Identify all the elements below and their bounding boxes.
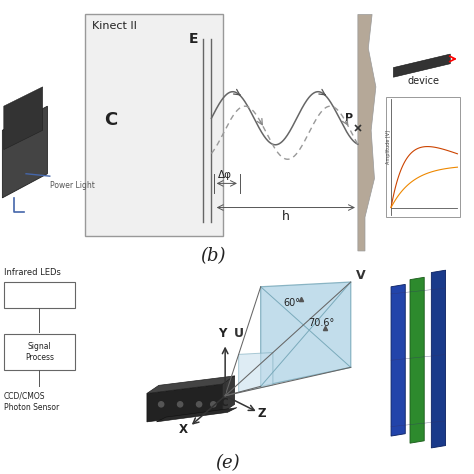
Text: Power Light: Power Light xyxy=(50,181,95,190)
Text: device: device xyxy=(408,76,440,86)
Bar xyxy=(386,97,460,217)
Polygon shape xyxy=(239,353,273,392)
Polygon shape xyxy=(156,408,237,422)
Polygon shape xyxy=(261,282,351,386)
Text: Signal
Process: Signal Process xyxy=(25,342,54,362)
Text: C: C xyxy=(104,111,118,129)
Text: Y: Y xyxy=(219,327,227,339)
Bar xyxy=(85,15,223,237)
Text: Kinect II: Kinect II xyxy=(92,21,137,31)
Polygon shape xyxy=(2,106,47,198)
Text: Δφ: Δφ xyxy=(218,170,232,180)
Polygon shape xyxy=(4,87,43,150)
Text: Amplitude [V]: Amplitude [V] xyxy=(386,130,391,164)
Text: U: U xyxy=(234,327,245,339)
Bar xyxy=(4,282,75,308)
Circle shape xyxy=(197,402,202,407)
Text: 60°: 60° xyxy=(283,298,300,308)
Polygon shape xyxy=(431,270,446,448)
Text: E: E xyxy=(189,32,198,46)
Circle shape xyxy=(158,402,164,407)
Text: C: C xyxy=(220,398,228,408)
Text: V: V xyxy=(356,269,365,282)
Polygon shape xyxy=(391,284,405,436)
Polygon shape xyxy=(223,376,235,412)
Text: P: P xyxy=(345,113,353,123)
Text: 70.6°: 70.6° xyxy=(308,318,334,328)
Text: X: X xyxy=(179,423,188,436)
Text: CCD/CMOS
Photon Sensor: CCD/CMOS Photon Sensor xyxy=(4,392,59,412)
Polygon shape xyxy=(410,277,424,443)
Polygon shape xyxy=(393,54,450,77)
Polygon shape xyxy=(147,384,223,422)
Text: h: h xyxy=(282,210,290,223)
Text: (e): (e) xyxy=(215,454,240,472)
Circle shape xyxy=(210,402,216,407)
Text: Z: Z xyxy=(258,407,266,420)
Text: Infrared LEDs: Infrared LEDs xyxy=(4,268,61,277)
Polygon shape xyxy=(147,376,235,393)
Polygon shape xyxy=(358,15,376,251)
Text: (b): (b) xyxy=(201,246,226,264)
Circle shape xyxy=(177,402,182,407)
Bar xyxy=(4,334,75,370)
